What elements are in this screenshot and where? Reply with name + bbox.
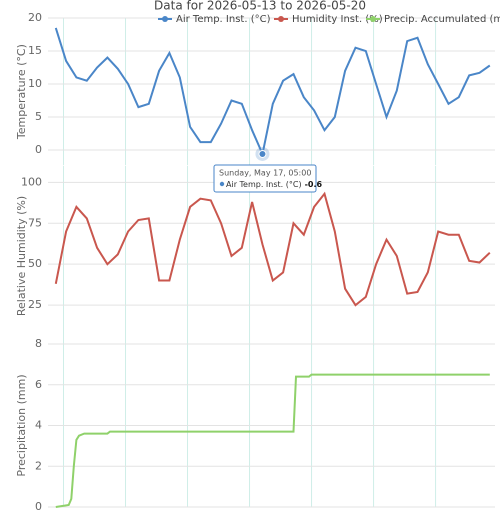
tooltip-marker: [219, 181, 225, 187]
line-layer: [54, 27, 491, 508]
tooltip-title: Sunday, May 17, 05:00: [219, 169, 311, 178]
y-tick-label: 25: [28, 298, 42, 311]
y-tick-label: 0: [35, 500, 42, 513]
legend-label: Humidity Inst. (%): [292, 14, 383, 25]
y-tick-label: 4: [35, 419, 42, 432]
tooltip-series-name: Air Temp. Inst. (°C): [226, 180, 302, 189]
tooltip-box: [213, 164, 317, 193]
y-tick-label: 0: [35, 143, 42, 156]
grid-layer: [48, 17, 495, 508]
y-tick-label: 6: [35, 378, 42, 391]
legend-marker: [370, 16, 376, 22]
data-line: [55, 373, 490, 508]
chart-title: Data for 2026-05-13 to 2026-05-20: [154, 0, 366, 13]
tooltip-value: -0.6: [305, 180, 323, 189]
y-axis-title: Temperature (°C): [15, 44, 28, 140]
legend-marker: [278, 16, 284, 22]
y-tick-label: 100: [21, 175, 42, 188]
y-tick-label: 5: [35, 110, 42, 123]
y-tick-label: 15: [28, 44, 42, 57]
legend-label: Air Temp. Inst. (°C): [176, 14, 271, 25]
y-tick-label: 8: [35, 337, 42, 350]
legend-label: Precip. Accumulated (mm): [384, 14, 500, 25]
y-tick-label: 75: [28, 216, 42, 229]
overlay-layer: Sunday, May 17, 05:00 Air Temp. Inst. (°C…: [213, 146, 323, 193]
hover-point: [258, 149, 267, 158]
y-axis-title: Precipitation (mm): [15, 374, 28, 476]
y-tick-label: 50: [28, 257, 42, 270]
tooltip-row: Air Temp. Inst. (°C)-0.6: [226, 180, 323, 189]
legend-marker: [162, 16, 168, 22]
y-tick-label: 20: [28, 11, 42, 24]
data-line: [54, 27, 491, 158]
y-tick-label: 2: [35, 459, 42, 472]
y-axis-title: Relative Humidity (%): [15, 196, 28, 316]
y-tick-label: 10: [28, 77, 42, 90]
data-line: [54, 191, 491, 307]
